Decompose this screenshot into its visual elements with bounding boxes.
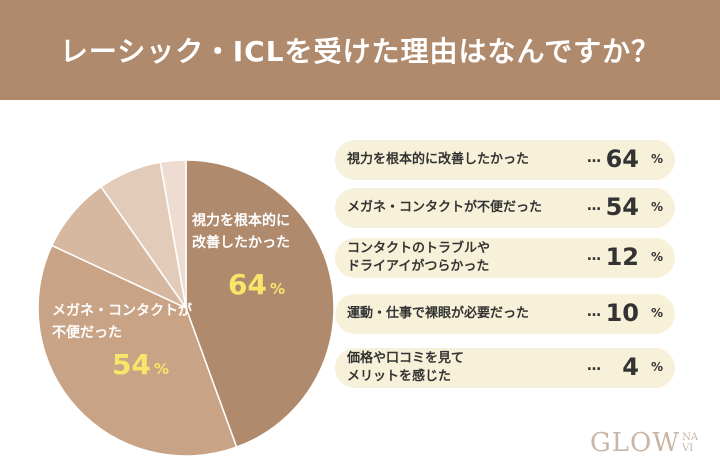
unit: % [269, 280, 285, 298]
leader: … [587, 248, 601, 264]
slice-label: 視力を根本的に 改善したかった [192, 213, 290, 251]
chart-title: レーシック・ICLを受けた理由はなんですか？ [0, 0, 720, 100]
leader: … [587, 358, 601, 374]
category-label: 運動・仕事で裸眼が必要だった [347, 306, 530, 321]
slice-label: メガネ・コンタクトが 不便だった [52, 303, 192, 341]
logo: GLOW NA VI [590, 428, 698, 458]
unit: % [650, 152, 663, 166]
pie-slice [37, 244, 238, 457]
list-row: メガネ・コンタクトが不便だった … 54% [335, 188, 675, 228]
list-row: 価格や口コミを見て メリットを感じた … 4% [335, 348, 675, 388]
unit: % [650, 360, 663, 374]
value-label: 54 [112, 348, 151, 381]
category-label: メガネ・コンタクトが不便だった [347, 200, 543, 215]
value-label: 64 [228, 268, 267, 301]
pie-slice [185, 159, 335, 449]
slice-value: 54% [112, 348, 169, 381]
unit: % [650, 200, 663, 214]
unit: % [650, 306, 663, 320]
category-label: 視力を根本的に改善したかった [347, 152, 530, 167]
logo-sub-top: NA [682, 432, 699, 443]
logo-sub: NA VI [682, 432, 698, 454]
category-label: 価格や口コミを見て メリットを感じた [347, 351, 465, 384]
leader: … [587, 304, 601, 320]
slice-value: 64% [228, 268, 285, 301]
category-label: コンタクトのトラブルや ドライアイがつらかった [347, 241, 491, 274]
list-row: コンタクトのトラブルや ドライアイがつらかった … 12% [335, 238, 675, 278]
logo-main: GLOW [590, 428, 681, 458]
logo-sub-bottom: VI [682, 443, 694, 454]
value-label: 12 [605, 243, 639, 271]
unit: % [153, 360, 169, 378]
value-label: 64 [605, 145, 639, 173]
value-label: 10 [605, 299, 639, 327]
pie-slice [159, 159, 187, 309]
leader: … [587, 150, 601, 166]
value-label: 54 [605, 193, 639, 221]
list-row: 運動・仕事で裸眼が必要だった … 10% [335, 294, 675, 334]
leader: … [587, 198, 601, 214]
value-label: 4 [622, 353, 639, 381]
list-row: 視力を根本的に改善したかった … 64% [335, 140, 675, 180]
unit: % [650, 250, 663, 264]
